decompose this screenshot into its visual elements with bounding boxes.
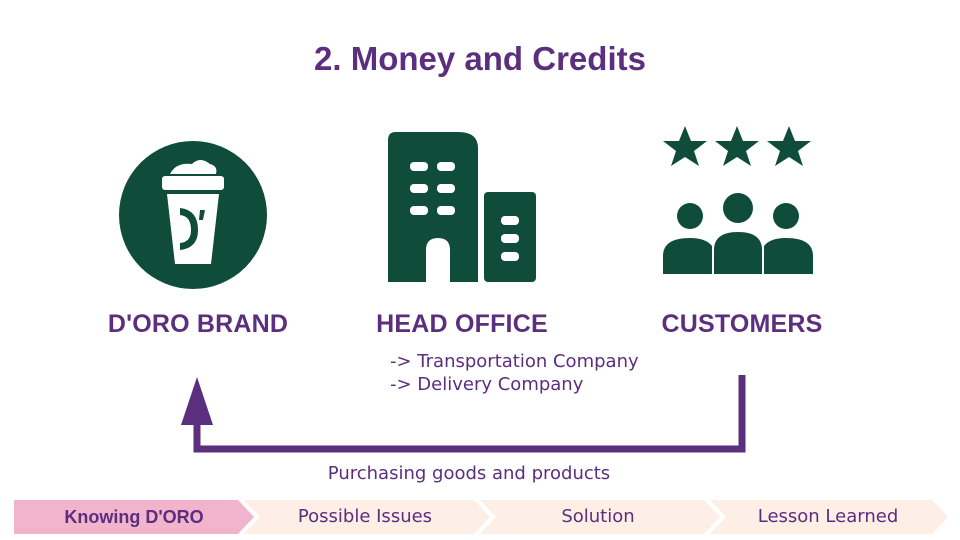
nav-step-bg-possible-issues [244,500,490,534]
coffee-cup-logo-icon [119,141,267,289]
nav-step-knowing-doro[interactable]: Knowing D'ORO [64,507,204,527]
flow-caption: Purchasing goods and products [327,463,611,484]
node-label-head-office: HEAD OFFICE [376,310,548,338]
node-label-customers: CUSTOMERS [661,310,823,338]
section-nav: Knowing D'ORO Possible Issues Solution L… [14,500,948,534]
head-office-note-transportation: -> Transportation Company [390,351,639,372]
flow-arrowhead [181,377,213,425]
nav-step-bg-solution [480,500,720,534]
nav-step-bg-lesson-learned [710,500,948,534]
nav-step-solution[interactable]: Solution [561,506,635,527]
nav-step-bg-knowing-doro [14,500,254,534]
node-label-doro-brand: D'ORO BRAND [107,310,289,338]
flow-arrow-line [193,375,746,453]
nav-step-lesson-learned[interactable]: Lesson Learned [757,506,899,527]
customers-rating-icon [663,126,813,274]
office-building-icon [388,132,536,282]
head-office-note-delivery: -> Delivery Company [390,374,584,395]
nav-step-possible-issues[interactable]: Possible Issues [297,506,433,527]
slide-title: 2. Money and Credits [314,40,646,77]
